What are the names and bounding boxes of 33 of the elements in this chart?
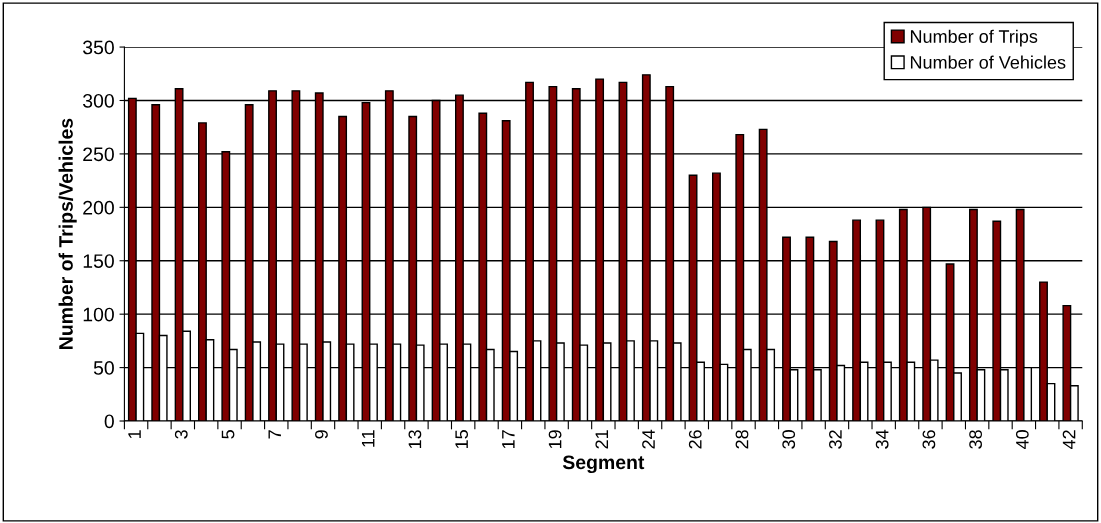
x-tick-label: 42 [1062,430,1076,450]
legend-label: Number of Trips [910,29,1038,47]
x-tick-label: 17 [502,430,515,449]
x-tick-label: 15 [455,430,469,449]
y-tick-label: 150 [83,254,114,268]
y-tick-label: 250 [83,147,114,162]
y-tick-label: 350 [82,40,114,55]
legend-label: Number of Vehicles [910,55,1066,69]
x-tick-label: 21 [595,430,609,449]
x-tick-label: 38 [969,430,982,449]
x-tick-label: 32 [829,430,842,449]
y-tick-label: 0 [104,414,114,429]
x-tick-label: 26 [688,430,702,449]
x-tick-label: 19 [548,430,562,449]
x-tick-label: 13 [408,430,422,449]
x-tick-label: 36 [922,430,936,449]
x-tick-label: 5 [221,430,235,439]
x-tick-label: 28 [735,430,749,449]
x-tick-label: 24 [642,429,655,449]
x-tick-label: 11 [361,430,375,447]
y-tick-label: 300 [82,93,114,108]
y-tick-label: 200 [83,200,114,215]
x-tick-label: 1 [128,430,141,439]
x-tick-label: 7 [268,430,281,439]
x-tick-label: 34 [875,429,889,449]
x-tick-label: 3 [174,430,188,439]
y-axis-title: Number of Trips/Vehicles [58,118,77,349]
y-tick-label: 100 [83,307,114,322]
x-tick-label: 30 [782,430,796,449]
y-tick-label: 50 [93,361,114,375]
x-tick-label: 9 [315,430,328,439]
x-axis-title: Segment [562,455,645,474]
x-tick-label: 40 [1015,430,1029,450]
